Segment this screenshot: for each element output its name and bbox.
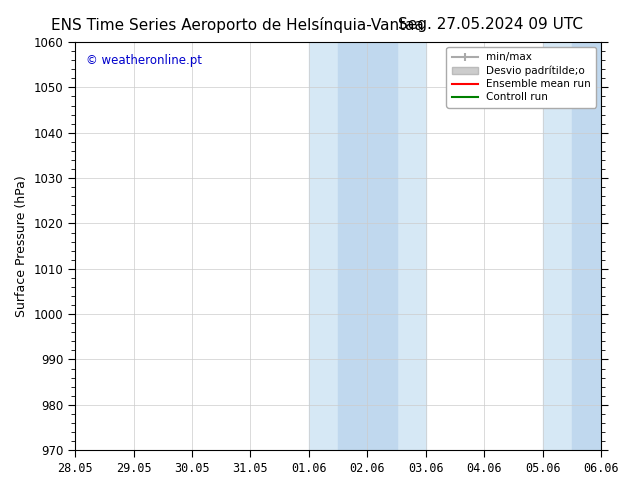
Y-axis label: Surface Pressure (hPa): Surface Pressure (hPa): [15, 175, 28, 317]
Legend: min/max, Desvio padrítilde;o, Ensemble mean run, Controll run: min/max, Desvio padrítilde;o, Ensemble m…: [446, 47, 596, 107]
Text: © weatheronline.pt: © weatheronline.pt: [86, 54, 202, 67]
Bar: [338, 42, 397, 450]
Text: Seg. 27.05.2024 09 UTC: Seg. 27.05.2024 09 UTC: [398, 17, 583, 32]
Text: ENS Time Series Aeroporto de Helsínquia-Vantaa: ENS Time Series Aeroporto de Helsínquia-…: [51, 17, 424, 33]
Bar: [309, 42, 426, 450]
Bar: [572, 42, 601, 450]
Bar: [543, 42, 601, 450]
